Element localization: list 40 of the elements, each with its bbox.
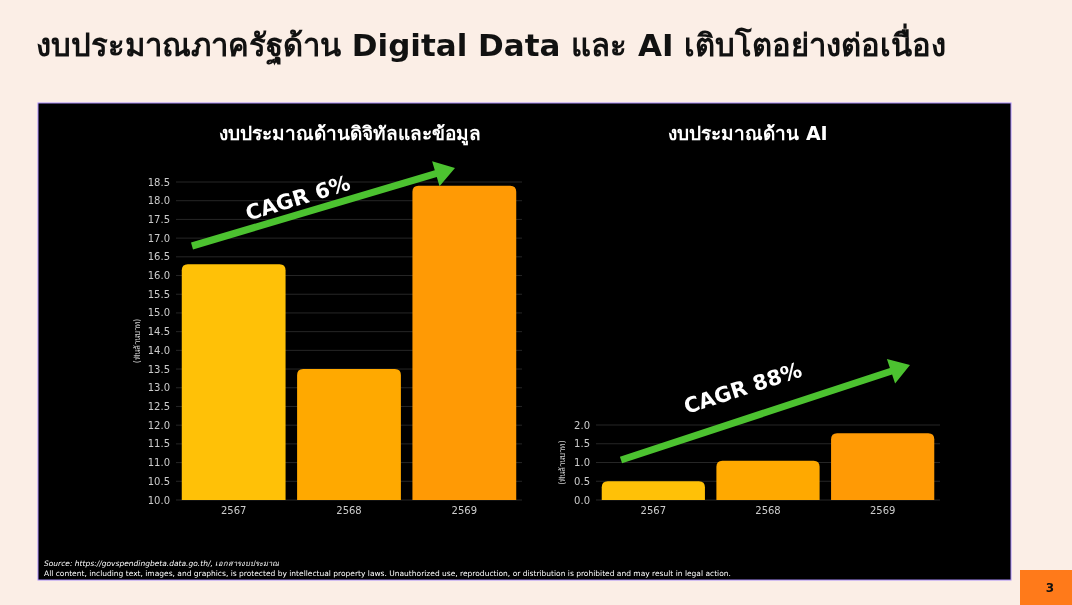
y-tick-label: 0.0 [574, 494, 590, 506]
chart-title: งบประมาณภาครัฐด้าน Digital Data และ AI เติบโตอย่างต่อเนื่อง [36, 23, 947, 66]
x-tick-label: 2567 [220, 505, 247, 516]
chart-title: งบประมาณด้าน AI [668, 122, 828, 144]
y-tick-label: 10.0 [147, 494, 170, 506]
text: CAGR 88% [680, 357, 805, 419]
y-tick-label: 1.0 [574, 457, 590, 468]
bar [601, 481, 705, 500]
annotation: CAGR 6% [242, 171, 354, 226]
y-axis-title: (พันล้านบาท) [133, 318, 142, 364]
y-axis-title: (พันล้านบาท) [558, 440, 567, 485]
x-tick-label: 2569 [451, 505, 478, 516]
y-tick-label: 12.5 [147, 400, 170, 412]
bar [831, 433, 935, 500]
y-tick-label: 2.0 [574, 419, 590, 431]
y-tick-label: 15.5 [147, 288, 170, 300]
y-tick-label: 1.5 [574, 438, 590, 450]
y-tick-label: 17.5 [147, 213, 170, 225]
y-tick-label: 17.0 [147, 232, 170, 244]
bar [716, 460, 820, 500]
y-tick-label: 12.0 [147, 419, 170, 431]
x-tick-label: 2568 [755, 505, 781, 516]
y-tick-label: 15.0 [147, 307, 170, 319]
y-tick-label: 14.0 [147, 344, 170, 356]
y-tick-label: 11.5 [147, 438, 170, 450]
y-tick-label: 16.5 [147, 251, 170, 263]
y-tick-label: 10.5 [147, 475, 170, 487]
y-tick-label: 0.5 [574, 475, 590, 487]
x-tick-label: 2568 [336, 505, 362, 516]
y-tick-label: 11.0 [147, 457, 170, 469]
y-tick-label: 14.5 [147, 326, 170, 338]
chart-subtitle: งบประมาณด้านดิจิทัลและข้อมูล [219, 122, 481, 146]
text: 3 [1045, 581, 1055, 595]
y-tick-label: 18.0 [147, 195, 170, 207]
y-tick-label: 13.0 [147, 382, 170, 394]
x-tick-label: 2567 [640, 505, 667, 516]
y-tick-label: 13.5 [147, 363, 170, 375]
x-tick-label: 2569 [869, 505, 896, 516]
y-tick-label: 16.0 [147, 270, 170, 282]
y-tick-label: 18.5 [147, 176, 170, 188]
